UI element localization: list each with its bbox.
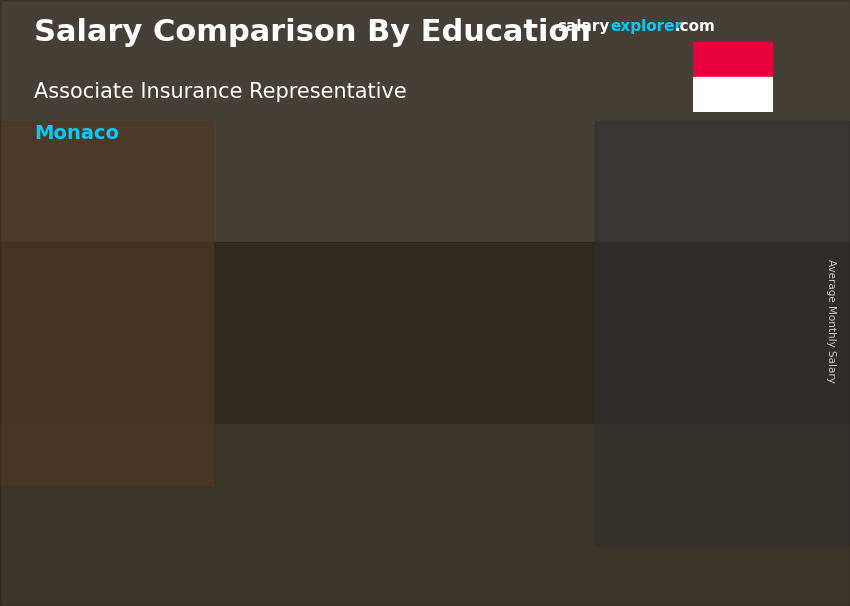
Polygon shape: [575, 477, 700, 490]
Polygon shape: [348, 324, 443, 490]
Text: 1,810 EUR: 1,810 EUR: [140, 329, 225, 344]
Text: Bachelor's
Degree: Bachelor's Degree: [366, 513, 455, 547]
Text: Salary Comparison By Education: Salary Comparison By Education: [34, 18, 591, 47]
Text: Certificate or
Diploma: Certificate or Diploma: [126, 513, 239, 547]
Polygon shape: [443, 311, 473, 490]
Text: .com: .com: [674, 19, 715, 35]
Polygon shape: [575, 239, 700, 252]
Polygon shape: [671, 239, 700, 490]
Text: +29%: +29%: [240, 265, 330, 293]
Text: Monaco: Monaco: [34, 124, 119, 143]
Text: Average Monthly Salary: Average Monthly Salary: [826, 259, 836, 383]
Text: 2,330 EUR: 2,330 EUR: [368, 292, 452, 307]
Text: Master's
Degree: Master's Degree: [601, 513, 674, 547]
Polygon shape: [120, 361, 215, 490]
Bar: [595, 121, 850, 545]
Bar: [0, 424, 850, 606]
Text: Associate Insurance Representative: Associate Insurance Representative: [34, 82, 407, 102]
Text: explorer: explorer: [610, 19, 683, 35]
Bar: [0, 242, 850, 424]
Polygon shape: [575, 252, 671, 490]
Bar: [693, 78, 774, 112]
Polygon shape: [120, 477, 245, 490]
Text: salary: salary: [557, 19, 609, 35]
Text: 3,340 EUR: 3,340 EUR: [595, 220, 680, 235]
Polygon shape: [120, 348, 245, 361]
Polygon shape: [348, 477, 473, 490]
Bar: [0, 0, 850, 242]
Polygon shape: [215, 348, 245, 490]
Bar: [693, 42, 774, 78]
Bar: [0, 121, 212, 485]
Text: +43%: +43%: [479, 186, 569, 215]
Polygon shape: [348, 311, 473, 324]
